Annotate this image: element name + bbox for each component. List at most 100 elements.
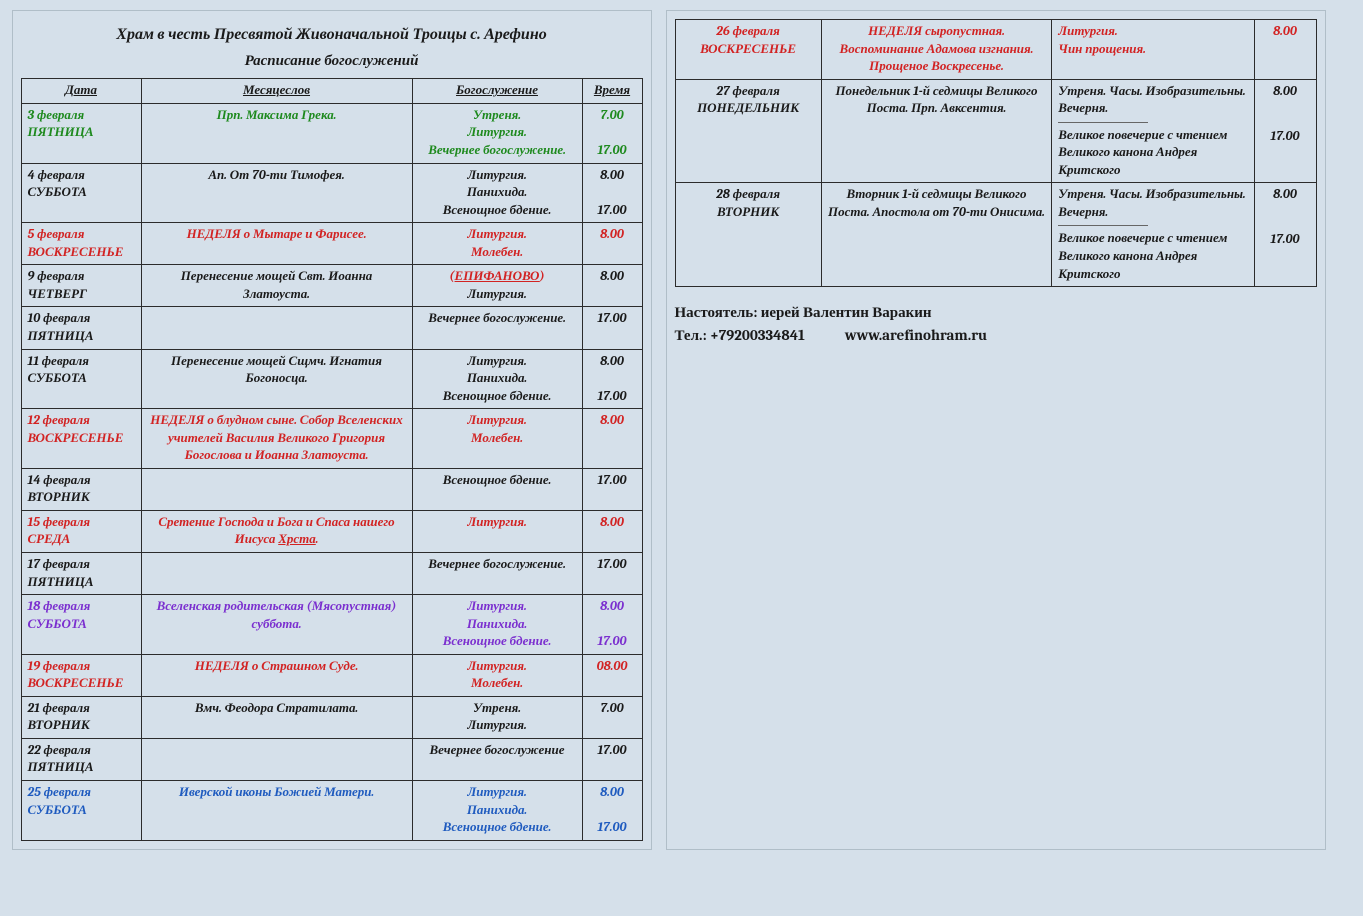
time-cell: 7.00 17.00: [582, 103, 642, 163]
date-cell: 18 февраляСУББОТА: [21, 595, 141, 655]
date-cell: 11 февраляСУББОТА: [21, 349, 141, 409]
table-row: 12 февраляВОСКРЕСЕНЬЕНЕДЕЛЯ о блудном сы…: [21, 409, 642, 469]
date-cell: 26 февраляВОСКРЕСЕНЬЕ: [675, 20, 821, 80]
date-cell: 3 февраляПЯТНИЦА: [21, 103, 141, 163]
header-row: Дата Месяцеслов Богослужение Время: [21, 79, 642, 104]
time-cell: 8.00: [582, 223, 642, 265]
service-cell: Литургия.Панихида.Всенощное бдение.: [412, 349, 582, 409]
hdr-month: Месяцеслов: [141, 79, 412, 104]
date-cell: 25 февраляСУББОТА: [21, 780, 141, 840]
time-cell: 7.00: [582, 696, 642, 738]
table-row: 14 февраляВТОРНИК Всенощное бдение.17.00: [21, 468, 642, 510]
table-row: 22 февраляПЯТНИЦА Вечернее богослужение17…: [21, 738, 642, 780]
priest-line: Настоятель: иерей Валентин Варакин: [675, 301, 1317, 324]
service-cell: Утреня. Часы. Изобразительны. Вечерня.Ве…: [1052, 79, 1254, 183]
table-row: 10 февраляПЯТНИЦА Вечернее богослужение.1…: [21, 307, 642, 349]
month-cell: Сретение Господа и Бога и Спаса нашего И…: [141, 510, 412, 552]
page-wrap: Храм в честь Пресвятой Живоначальной Тро…: [12, 10, 1352, 850]
time-cell: 8.00: [1254, 20, 1316, 80]
service-cell: Литургия.: [412, 510, 582, 552]
time-cell: 8.00: [582, 510, 642, 552]
table-row: 17 февраляПЯТНИЦА Вечернее богослужение.1…: [21, 552, 642, 594]
time-cell: 17.00: [582, 552, 642, 594]
hdr-date: Дата: [21, 79, 141, 104]
table-row: 25 февраляСУББОТАИверской иконы Божией М…: [21, 780, 642, 840]
date-cell: 4 февраляСУББОТА: [21, 163, 141, 223]
date-cell: 10 февраляПЯТНИЦА: [21, 307, 141, 349]
service-cell: (ЕПИФАНОВО)Литургия.: [412, 265, 582, 307]
website: www.arefinohram.ru: [845, 326, 987, 344]
service-cell: Утреня. Часы. Изобразительны. Вечерня.Ве…: [1052, 183, 1254, 287]
month-cell: Прп. Максима Грека.: [141, 103, 412, 163]
schedule-subtitle: Расписание богослужений: [21, 51, 643, 70]
table-row: 18 февраляСУББОТАВселенская родительская…: [21, 595, 642, 655]
tel-label: Тел.:: [675, 326, 710, 344]
time-cell: 17.00: [582, 468, 642, 510]
month-cell: Ап. От 70-ти Тимофея.: [141, 163, 412, 223]
service-cell: Литургия.Молебен.: [412, 223, 582, 265]
month-cell: Понедельник 1-й седмицы Великого Поста. …: [821, 79, 1052, 183]
table-row: 21 февраляВТОРНИКВмч. Феодора Стратилата…: [21, 696, 642, 738]
time-cell: 8.00 17.00: [582, 349, 642, 409]
date-cell: 15 февраляСРЕДА: [21, 510, 141, 552]
month-cell: НЕДЕЛЯ о Мытаре и Фарисее.: [141, 223, 412, 265]
time-cell: 17.00: [582, 307, 642, 349]
table-row: 28 февраляВТОРНИКВторник 1-й седмицы Вел…: [675, 183, 1316, 287]
contact-line: Тел.: +79200334841www.arefinohram.ru: [675, 324, 1317, 347]
table-row: 5 февраляВОСКРЕСЕНЬЕНЕДЕЛЯ о Мытаре и Фа…: [21, 223, 642, 265]
table-row: 11 февраляСУББОТАПеренесение мощей Сщмч.…: [21, 349, 642, 409]
month-cell: НЕДЕЛЯ сыропустная. Воспоминание Адамова…: [821, 20, 1052, 80]
date-cell: 22 февраляПЯТНИЦА: [21, 738, 141, 780]
service-cell: Литургия.Молебен.: [412, 654, 582, 696]
table-row: 4 февраляСУББОТААп. От 70-ти Тимофея.Лит…: [21, 163, 642, 223]
month-cell: [141, 552, 412, 594]
month-cell: Вселенская родительская (Мясопустная) су…: [141, 595, 412, 655]
time-cell: 17.00: [582, 738, 642, 780]
month-cell: [141, 738, 412, 780]
service-cell: Вечернее богослужение.: [412, 307, 582, 349]
time-cell: 8.00 17.00: [582, 595, 642, 655]
service-cell: Литургия.Панихида.Всенощное бдение.: [412, 163, 582, 223]
time-cell: 8.00: [582, 265, 642, 307]
time-cell: 8.00 17.00: [1254, 183, 1316, 287]
date-cell: 9 февраляЧЕТВЕРГ: [21, 265, 141, 307]
date-cell: 28 февраляВТОРНИК: [675, 183, 821, 287]
month-cell: Перенесение мощей Свт. Иоанна Златоуста.: [141, 265, 412, 307]
date-cell: 19 февраляВОСКРЕСЕНЬЕ: [21, 654, 141, 696]
date-cell: 27 февраляПОНЕДЕЛЬНИК: [675, 79, 821, 183]
date-cell: 17 февраляПЯТНИЦА: [21, 552, 141, 594]
month-cell: [141, 307, 412, 349]
date-cell: 14 февраляВТОРНИК: [21, 468, 141, 510]
hdr-service: Богослужение: [412, 79, 582, 104]
service-cell: Вечернее богослужение.: [412, 552, 582, 594]
month-cell: Перенесение мощей Сщмч. Игнатия Богоносц…: [141, 349, 412, 409]
month-cell: [141, 468, 412, 510]
time-cell: 8.00: [582, 409, 642, 469]
table-row: 19 февраляВОСКРЕСЕНЬЕНЕДЕЛЯ о Страшном С…: [21, 654, 642, 696]
table-row: 26 февраляВОСКРЕСЕНЬЕНЕДЕЛЯ сыропустная.…: [675, 20, 1316, 80]
service-cell: Всенощное бдение.: [412, 468, 582, 510]
month-cell: Вмч. Феодора Стратилата.: [141, 696, 412, 738]
month-cell: НЕДЕЛЯ о блудном сыне. Собор Вселенских …: [141, 409, 412, 469]
time-cell: 8.00 17.00: [582, 780, 642, 840]
month-cell: Иверской иконы Божией Матери.: [141, 780, 412, 840]
time-cell: 8.00 17.00: [1254, 79, 1316, 183]
left-sheet: Храм в честь Пресвятой Живоначальной Тро…: [12, 10, 652, 850]
table-row: 27 февраляПОНЕДЕЛЬНИКПонедельник 1-й сед…: [675, 79, 1316, 183]
schedule-table-right: 26 февраляВОСКРЕСЕНЬЕНЕДЕЛЯ сыропустная.…: [675, 19, 1317, 287]
service-cell: Вечернее богослужение: [412, 738, 582, 780]
service-cell: Литургия.Чин прощения.: [1052, 20, 1254, 80]
month-cell: НЕДЕЛЯ о Страшном Суде.: [141, 654, 412, 696]
service-cell: Литургия.Панихида.Всенощное бдение.: [412, 595, 582, 655]
hdr-time: Время: [582, 79, 642, 104]
date-cell: 21 февраляВТОРНИК: [21, 696, 141, 738]
schedule-table-left: Дата Месяцеслов Богослужение Время 3 фев…: [21, 78, 643, 840]
service-cell: Утреня.Литургия.Вечернее богослужение.: [412, 103, 582, 163]
table-row: 9 февраляЧЕТВЕРГПеренесение мощей Свт. И…: [21, 265, 642, 307]
month-cell: Вторник 1-й седмицы Великого Поста. Апос…: [821, 183, 1052, 287]
service-cell: Утреня.Литургия.: [412, 696, 582, 738]
right-sheet: 26 февраляВОСКРЕСЕНЬЕНЕДЕЛЯ сыропустная.…: [666, 10, 1326, 850]
footer-info: Настоятель: иерей Валентин Варакин Тел.:…: [675, 301, 1317, 346]
date-cell: 12 февраляВОСКРЕСЕНЬЕ: [21, 409, 141, 469]
time-cell: 08.00: [582, 654, 642, 696]
